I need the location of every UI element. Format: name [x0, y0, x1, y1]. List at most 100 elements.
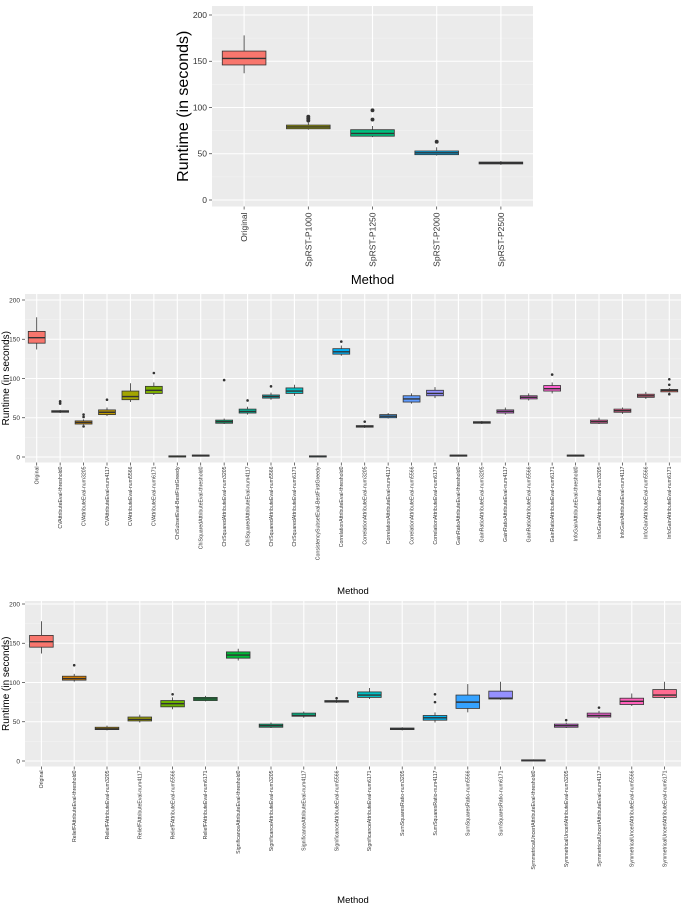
x-tick-label: SpRST-P1000 [303, 212, 313, 267]
x-tick-label: ChiSquaredAttributeEval-num3205 [222, 466, 228, 546]
chart-panel-projected: 0 50 100 150 200 Original SpRST-P1000 SpRST-P12… [175, 6, 533, 287]
x-tick-label: SignificanceAttributeEval-num6171 [367, 770, 373, 851]
outlier-point [58, 399, 62, 403]
box-4 [414, 139, 459, 156]
outlier-point [82, 415, 85, 419]
box-16 [379, 413, 397, 419]
outlier-point [82, 413, 85, 416]
box-27 [637, 391, 655, 399]
y-tick-label: 150 [193, 56, 207, 66]
x-tick-label: SymmetricalUncertAttributeEval-threshold… [531, 770, 537, 869]
outlier-point [433, 700, 437, 704]
box-20 [652, 681, 677, 699]
x-tick-label: SymmetricalUncertAttributeEval-num6171 [662, 770, 668, 867]
x-tick-label: ReliefFAttributeEval-threshold0 [72, 770, 78, 842]
box-24 [566, 454, 585, 457]
box-23 [543, 373, 561, 394]
outlier-point [433, 692, 437, 696]
box-10 [324, 696, 349, 703]
x-tick-label: InfoGainAttributeEval-num3205 [597, 466, 603, 538]
x-tick-label: SignificanceAttributeEval-num4117 [302, 770, 308, 850]
x-tick-label: SignificanceAttributeEval-threshold0 [236, 770, 242, 853]
x-tick-label: ChiSubsetEval-BestFirstGreedy [175, 466, 181, 540]
x-tick-label: ReliefFAttributeEval-num5566 [170, 770, 176, 839]
box-11 [357, 687, 382, 699]
outlier-point [667, 377, 671, 381]
x-tick-label: CVAttributeEval-num4117 [105, 466, 111, 525]
x-tick-label: Original [35, 466, 41, 484]
chart-panel-selection-methods-b: 0 50 100 150 200 Original ReliefFAttributeEval… [1, 601, 681, 906]
x-tick-label: ConsistencySubsetEval-BestFirstGreedy [316, 466, 322, 560]
box-14 [455, 684, 481, 713]
box-18 [426, 387, 444, 399]
x-tick-label: ChiSquaredAttributeEval-num4117 [245, 466, 251, 546]
x-tick-label: SumSquaresRatio-num5566 [466, 770, 472, 836]
box-6 [193, 695, 218, 702]
x-tick-label: CVAttributeEval-threshold0 [58, 466, 64, 528]
box-7 [168, 455, 187, 458]
y-tick-label: 50 [13, 719, 21, 726]
box-2 [286, 114, 331, 130]
y-tick-label: 150 [9, 641, 20, 648]
box-iqr [488, 690, 513, 700]
box-13 [309, 455, 327, 458]
box-8 [191, 454, 210, 457]
x-tick-label: SymmetricalUncertAttributeEval-num4117 [597, 770, 603, 866]
outlier-point [339, 340, 343, 343]
box-1 [221, 35, 267, 74]
outlier-point [72, 663, 76, 667]
box-15 [355, 420, 374, 428]
y-tick-label: 0 [16, 758, 20, 765]
x-tick-label: CVAttributeEval-num5566 [128, 466, 134, 526]
box-17 [553, 718, 579, 729]
y-tick-label: 100 [9, 680, 20, 687]
x-tick-label: SumSquaresRatio-num6171 [498, 770, 504, 836]
y-tick-label: 200 [9, 297, 20, 304]
box-5 [160, 692, 185, 710]
y-axis-title: Runtime (in seconds) [175, 31, 192, 182]
x-axis-title: Method [337, 895, 369, 906]
box-15 [488, 681, 513, 700]
x-tick-label: SpRST-P2000 [432, 212, 442, 267]
x-tick-label: InfoGainAttributeEval-num6171 [667, 466, 673, 538]
y-tick-label: 0 [16, 454, 20, 461]
x-tick-label: SumSquaresRatio-num3205 [400, 770, 406, 836]
outlier-point [363, 420, 367, 423]
outlier-point [370, 117, 375, 122]
box-12 [285, 384, 304, 396]
box-20 [473, 420, 491, 425]
x-tick-label: CorrelationAttributeEval-num5566 [409, 466, 415, 544]
box-3 [350, 108, 395, 138]
x-tick-label: ChiSquaredAttributeEval-num5566 [269, 466, 275, 546]
outlier-point [667, 392, 671, 396]
box-13 [422, 692, 448, 723]
outlier-point [269, 385, 273, 388]
box-4 [98, 398, 116, 417]
x-tick-label: ReliefFAttributeEval-num3205 [105, 770, 111, 839]
y-tick-label: 100 [193, 102, 207, 112]
box-5 [478, 161, 524, 165]
x-tick-label: Original [239, 212, 249, 241]
x-axis-title: Method [337, 586, 369, 597]
x-tick-label: CVAttributeEval-num6171 [152, 466, 158, 526]
box-iqr [291, 712, 317, 717]
y-axis-title: Runtime (in seconds) [1, 331, 12, 425]
box-6 [145, 371, 163, 395]
plot-background [25, 601, 681, 767]
outlier-point [152, 371, 156, 375]
x-tick-label: ChiSquaredAttributeEval-threshold0 [199, 466, 205, 549]
box-5 [121, 383, 140, 403]
box-iqr [121, 390, 140, 401]
outlier-point [335, 696, 338, 700]
y-tick-label: 200 [9, 601, 20, 608]
box-2 [61, 663, 87, 682]
outlier-point [82, 425, 85, 428]
outlier-point [246, 399, 249, 402]
box-19 [449, 454, 468, 457]
box-3 [74, 413, 93, 428]
x-tick-label: InfoGainAttributeEval-num4117 [620, 466, 626, 538]
outlier-point [370, 108, 375, 113]
outlier-point [597, 706, 601, 709]
